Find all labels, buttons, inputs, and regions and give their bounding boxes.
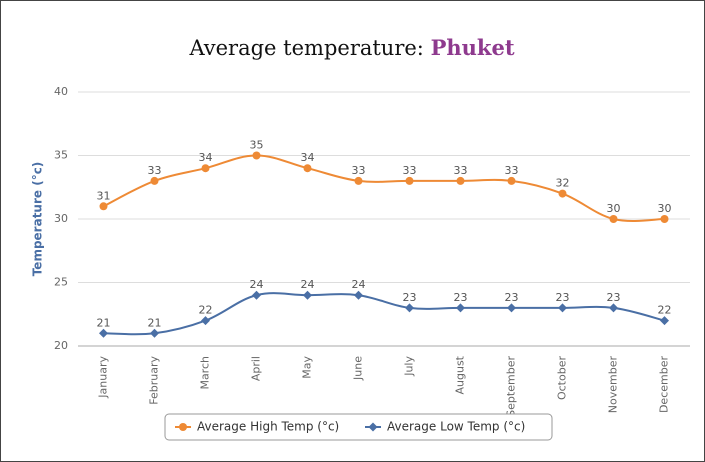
point xyxy=(660,215,669,223)
y-axis-label: Temperature (°c) xyxy=(31,162,45,277)
x-tick-label: July xyxy=(403,356,416,377)
x-tick-label: May xyxy=(301,356,314,379)
legend-label: Average High Temp (°c) xyxy=(197,420,339,434)
point xyxy=(609,215,618,223)
data-label: 24 xyxy=(352,278,366,291)
title-text: Average temperature: xyxy=(188,36,423,60)
data-label: 23 xyxy=(607,291,621,304)
data-label: 35 xyxy=(250,139,264,152)
data-label: 23 xyxy=(505,291,519,304)
data-label: 24 xyxy=(301,278,315,291)
point xyxy=(201,164,210,173)
point xyxy=(99,328,108,338)
point xyxy=(150,328,159,338)
chart-title: Average temperature: Phuket xyxy=(188,35,514,60)
point xyxy=(354,290,363,300)
series-line xyxy=(103,154,665,223)
data-label: 23 xyxy=(403,291,417,304)
y-tick-label: 25 xyxy=(54,276,68,289)
point xyxy=(201,316,210,326)
x-tick-label: December xyxy=(658,356,671,414)
point xyxy=(507,176,516,185)
legend-marker xyxy=(179,423,187,431)
point xyxy=(99,202,108,211)
y-tick-label: 30 xyxy=(54,212,68,225)
data-label: 30 xyxy=(658,202,672,215)
x-tick-label: February xyxy=(148,356,161,405)
x-tick-label: September xyxy=(505,356,518,417)
data-label: 24 xyxy=(250,278,264,291)
data-label: 33 xyxy=(454,164,468,177)
data-label: 23 xyxy=(556,291,570,304)
data-label: 22 xyxy=(199,304,213,317)
point xyxy=(303,164,312,173)
legend-box xyxy=(164,413,553,441)
data-label: 33 xyxy=(148,164,162,177)
data-label: 21 xyxy=(148,316,162,329)
point xyxy=(660,316,669,326)
data-label: 33 xyxy=(352,164,366,177)
y-tick-label: 35 xyxy=(54,149,68,162)
data-label: 32 xyxy=(556,177,570,190)
legend: Average High Temp (°c) Average Low Temp (… xyxy=(164,413,553,441)
x-tick-label: April xyxy=(250,356,263,381)
point xyxy=(150,176,159,185)
x-tick-label: January xyxy=(97,356,110,399)
data-label: 33 xyxy=(505,164,519,177)
point xyxy=(456,176,465,185)
data-label: 34 xyxy=(301,151,315,164)
x-tick-label: August xyxy=(454,355,467,394)
data-label: 22 xyxy=(658,304,672,317)
y-tick-label: 40 xyxy=(54,85,68,98)
title-highlight: Phuket xyxy=(431,35,515,60)
series-line xyxy=(103,292,665,336)
data-label: 21 xyxy=(97,316,111,329)
point xyxy=(609,303,618,313)
point xyxy=(558,303,567,313)
legend-label: Average Low Temp (°c) xyxy=(387,420,525,434)
point xyxy=(303,290,312,300)
point xyxy=(507,303,516,313)
x-tick-label: March xyxy=(199,356,212,390)
data-label: 34 xyxy=(199,151,213,164)
legend-marker xyxy=(368,422,378,432)
data-label: 30 xyxy=(607,202,621,215)
data-label: 23 xyxy=(454,291,468,304)
point xyxy=(405,303,414,313)
x-tick-label: November xyxy=(607,356,620,414)
point xyxy=(252,151,261,160)
point xyxy=(354,176,363,185)
x-tick-label: June xyxy=(352,356,365,381)
y-tick-label: 20 xyxy=(54,339,68,352)
point xyxy=(456,303,465,313)
data-label: 33 xyxy=(403,164,417,177)
point xyxy=(558,189,567,198)
point xyxy=(405,176,414,185)
data-label: 31 xyxy=(97,189,111,202)
x-tick-label: October xyxy=(556,356,569,400)
point xyxy=(252,290,261,300)
